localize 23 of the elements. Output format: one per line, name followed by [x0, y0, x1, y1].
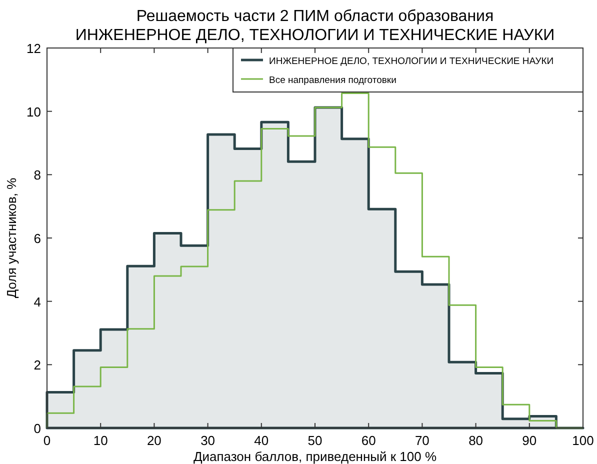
- x-tick-label: 100: [572, 433, 594, 448]
- y-axis-title: Доля участников, %: [4, 177, 19, 298]
- y-tick-label: 8: [34, 168, 41, 183]
- x-tick-label: 40: [254, 433, 269, 448]
- x-axis-title: Диапазон баллов, приведенный к 100 %: [193, 449, 437, 464]
- y-tick-label: 6: [34, 231, 41, 246]
- chart-title: Решаемость части 2 ПИМ области образования ИНЖЕНЕРНОЕ ДЕЛО, ТЕХНОЛОГИИ И ТЕХНИЧЕСКИЕ НАУКИ: [75, 8, 555, 44]
- x-tick-label: 50: [308, 433, 322, 448]
- legend-label: Все направления подготовки: [269, 75, 396, 86]
- legend-label: ИНЖЕНЕРНОЕ ДЕЛО, ТЕХНОЛОГИИ И ТЕХНИЧЕСКИЕ НАУКИ: [269, 56, 554, 67]
- x-tick-label: 60: [361, 433, 376, 448]
- x-tick-label: 20: [146, 433, 162, 448]
- y-tick-label: 12: [26, 41, 41, 56]
- x-tick-label: 70: [414, 433, 430, 448]
- x-tick-label: 80: [468, 433, 484, 448]
- y-tick-label: 2: [34, 358, 41, 373]
- x-tick-label: 30: [200, 433, 216, 448]
- y-tick-label: 10: [26, 104, 41, 120]
- x-tick-label: 90: [522, 433, 537, 448]
- y-tick-label: 0: [34, 421, 41, 436]
- x-tick-label: 10: [93, 433, 108, 448]
- y-tick-label: 4: [34, 294, 41, 310]
- x-tick-label: 0: [43, 433, 51, 448]
